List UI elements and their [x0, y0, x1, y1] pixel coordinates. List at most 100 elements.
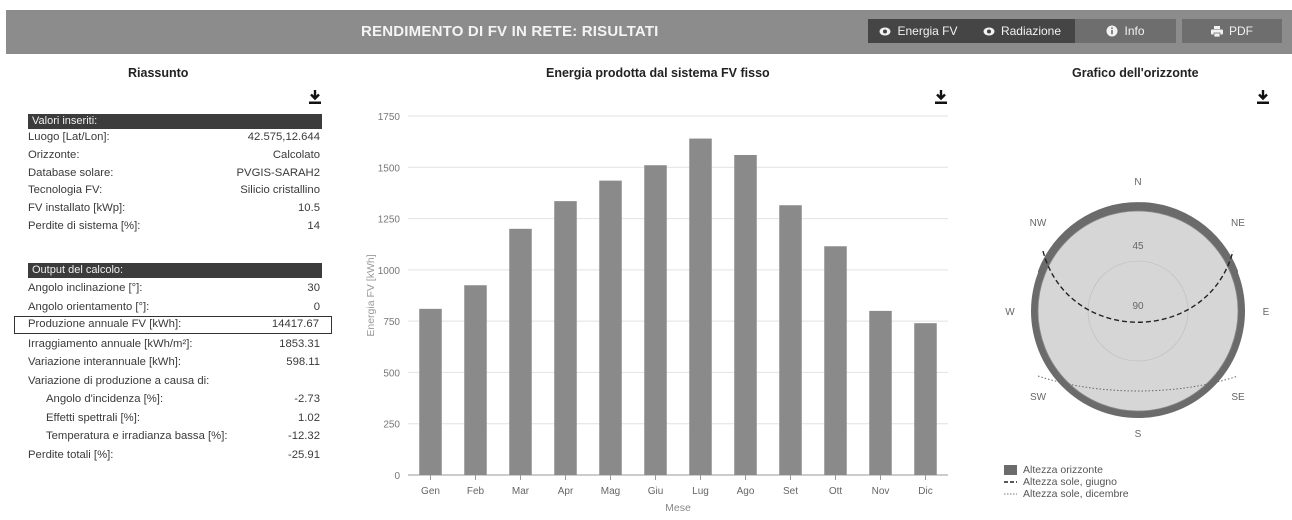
summary-row-value: Calcolato: [272, 148, 320, 161]
outputs-header: Output del calcolo:: [28, 263, 322, 278]
x-tick-label: Apr: [558, 486, 574, 497]
summary-row-label: Luogo [Lat/Lon]:: [28, 131, 110, 143]
bar: [869, 310, 892, 475]
dir-w: W: [1005, 307, 1015, 318]
legend-label-june: Altezza sole, giugno: [1023, 476, 1117, 488]
y-tick-label: 1500: [378, 163, 401, 174]
bar: [689, 138, 712, 475]
summary-row-value: -12.32: [287, 430, 320, 442]
summary-row-value: 10.5: [298, 202, 320, 215]
page-title: RENDIMENTO DI FV IN RETE: RISULTATI: [361, 23, 659, 40]
sun-june-path: [1042, 250, 1234, 323]
dir-s: S: [1135, 429, 1142, 440]
dir-ne: NE: [1231, 218, 1245, 229]
x-tick-label: Gen: [421, 486, 440, 497]
x-tick-label: Nov: [872, 486, 890, 497]
summary-row-value: -2.73: [294, 393, 320, 405]
horizon-title: Grafico dell'orizzonte: [1072, 66, 1199, 80]
summary-row-label: Produzione annuale FV [kWh]:: [28, 318, 182, 330]
dir-n: N: [1134, 177, 1141, 188]
dir-se: SE: [1231, 392, 1245, 403]
summary-row: Luogo [Lat/Lon]: 42.575,12.644: [28, 128, 320, 146]
y-tick-label: 750: [383, 317, 400, 328]
dir-nw: NW: [1030, 218, 1047, 229]
summary-row-value: 30: [307, 282, 320, 294]
summary-row: Variazione di produzione a causa di:: [28, 372, 320, 390]
top-bar: RENDIMENTO DI FV IN RETE: RISULTATI Ener…: [6, 10, 1292, 54]
info-icon: [1106, 25, 1118, 37]
energia-fv-label: Energia FV: [897, 24, 958, 38]
summary-row-label: Variazione di produzione a causa di:: [28, 374, 210, 387]
legend-item-horizon: Altezza orizzonte: [1004, 464, 1129, 476]
x-tick-label: Lug: [692, 486, 709, 497]
energia-fv-button[interactable]: Energia FV: [868, 19, 969, 43]
summary-row-value: -25.91: [287, 448, 320, 461]
summary-row-value: 1.02: [298, 411, 320, 424]
y-tick-label: 1250: [378, 215, 401, 226]
x-tick-label: Giu: [648, 486, 664, 497]
print-icon: [1211, 25, 1223, 37]
eye-icon: [983, 27, 995, 36]
y-tick-label: 250: [383, 420, 400, 431]
summary-row: Produzione annuale FV [kWh]: 14417.67: [14, 316, 332, 334]
inputs-header: Valori inseriti:: [28, 114, 322, 129]
dir-e: E: [1263, 307, 1270, 318]
bar: [419, 308, 442, 475]
summary-row-label: Effetti spettrali [%]:: [46, 411, 140, 424]
summary-row-value: PVGIS-SARAH2: [236, 166, 321, 179]
ring-45-label: 45: [1132, 241, 1144, 252]
summary-row: Angolo orientamento [°]: 0: [28, 298, 320, 316]
radiazione-button[interactable]: Radiazione: [969, 19, 1075, 43]
download-icon[interactable]: [934, 89, 948, 105]
x-axis-label: Mese: [665, 502, 691, 514]
legend-label-december: Altezza sole, dicembre: [1023, 488, 1129, 500]
legend-item-june: Altezza sole, giugno: [1004, 476, 1129, 488]
summary-row: Angolo d'incidenza [%]: -2.73: [28, 390, 320, 408]
y-tick-label: 500: [383, 368, 400, 379]
x-tick-label: Feb: [467, 486, 485, 497]
summary-row-label: Angolo d'incidenza [%]:: [46, 393, 164, 405]
summary-row-value: 0: [313, 300, 320, 313]
energy-bar-chart: 0 250 500 750 1000 1250 1500 1750 Gen Feb Mar Apr Ma…: [365, 112, 948, 514]
y-tick-label: 1000: [378, 266, 401, 277]
summary-row: FV installato [kWp]: 10.5: [28, 199, 320, 217]
y-axis-label: Energia FV [kWh]: [365, 254, 377, 336]
summary-row: Perdite di sistema [%]: 14: [28, 217, 320, 235]
summary-row-label: Perdite di sistema [%]:: [28, 220, 141, 232]
summary-row: Database solare: PVGIS-SARAH2: [28, 164, 320, 182]
summary-title: Riassunto: [128, 66, 189, 80]
download-icon[interactable]: [1256, 89, 1270, 105]
summary-row-label: Angolo inclinazione [°]:: [28, 282, 143, 294]
radiazione-label: Radiazione: [1000, 24, 1062, 38]
y-tick-label: 0: [394, 471, 400, 482]
bar: [734, 154, 757, 475]
x-tick-label: Ott: [829, 486, 843, 497]
legend-label-horizon: Altezza orizzonte: [1023, 464, 1103, 476]
summary-row-label: Temperatura e irradianza bassa [%]:: [46, 430, 228, 442]
info-label: Info: [1124, 24, 1145, 38]
x-tick-label: Set: [783, 486, 798, 497]
x-tick-label: Mag: [601, 486, 620, 497]
pdf-button[interactable]: PDF: [1182, 19, 1282, 43]
x-tick-label: Dic: [918, 486, 932, 497]
summary-row-value: 14: [307, 220, 320, 232]
dir-sw: SW: [1030, 392, 1047, 403]
summary-row-label: Tecnologia FV:: [28, 184, 103, 197]
bar: [779, 205, 802, 475]
summary-row: Irraggiamento annuale [kWh/m²]: 1853.31: [28, 335, 320, 353]
legend-item-december: Altezza sole, dicembre: [1004, 488, 1129, 500]
bar: [914, 323, 937, 475]
summary-row-label: FV installato [kWp]:: [28, 202, 126, 215]
summary-row-label: Variazione interannuale [kWh]:: [28, 356, 182, 368]
ring-45: [1087, 260, 1189, 362]
summary-row-label: Perdite totali [%]:: [28, 448, 114, 461]
summary-row-label: Orizzonte:: [28, 148, 80, 161]
legend-swatch-june: [1004, 481, 1017, 483]
bar: [644, 165, 667, 475]
summary-row: Angolo inclinazione [°]: 30: [28, 279, 320, 297]
summary-row: Variazione interannuale [kWh]: 598.11: [28, 353, 320, 371]
bar: [599, 180, 622, 475]
legend-swatch-december: [1004, 493, 1017, 495]
info-button[interactable]: Info: [1075, 19, 1176, 43]
download-icon[interactable]: [308, 89, 322, 105]
